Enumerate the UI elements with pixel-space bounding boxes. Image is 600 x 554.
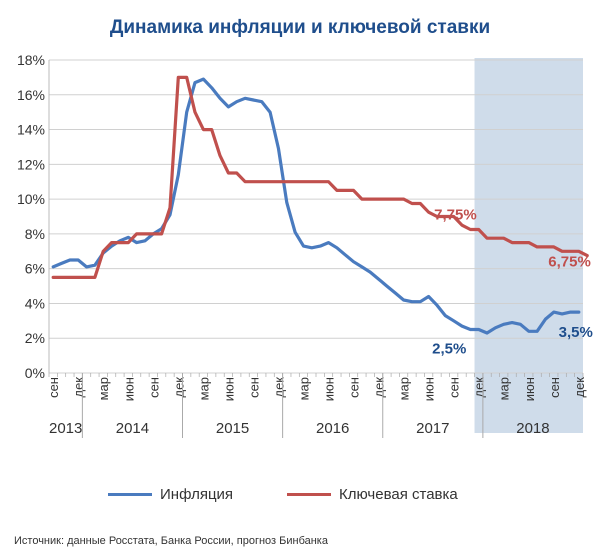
- y-tick-label: 0%: [25, 365, 45, 381]
- legend-label-inflation: Инфляция: [160, 485, 234, 503]
- x-month-label: июн: [221, 377, 236, 401]
- chart-title: Динамика инфляции и ключевой ставки: [109, 17, 491, 38]
- x-month-label: сен: [447, 377, 462, 398]
- legend-label-key-rate: Ключевая ставка: [339, 485, 458, 503]
- x-month-label: сен: [46, 377, 61, 398]
- key-rate-line: [51, 75, 589, 279]
- data-label: 2,5%: [432, 341, 466, 358]
- chart-plot: 0%2%4%6%8%10%12%14%16%18%сен дек мар июн сен…: [17, 52, 593, 438]
- x-month-label: сен: [547, 377, 562, 398]
- data-label: 6,75%: [548, 253, 591, 270]
- x-year-label: 2014: [116, 420, 149, 437]
- data-label: 3,5%: [559, 324, 593, 341]
- y-tick-label: 16%: [17, 87, 45, 103]
- legend-item-inflation: Инфляция: [108, 484, 233, 504]
- y-tick-label: 6%: [25, 261, 45, 277]
- x-month-label: сен: [146, 377, 161, 398]
- x-month-label: сен: [246, 377, 261, 398]
- x-month-label: дек: [472, 377, 487, 398]
- y-tick-label: 14%: [17, 122, 45, 138]
- x-year-label: 2015: [216, 420, 249, 437]
- x-month-label: июн: [422, 377, 437, 401]
- y-tick-label: 18%: [17, 52, 45, 68]
- x-month-label: дек: [171, 377, 186, 398]
- y-tick-label: 4%: [25, 295, 45, 311]
- x-month-label: июн: [121, 377, 136, 401]
- x-month-label: дек: [271, 377, 286, 398]
- x-year-label: 2017: [416, 420, 449, 437]
- data-label: 7,75%: [434, 207, 477, 224]
- x-month-label: мар: [397, 377, 412, 400]
- x-month-label: мар: [296, 377, 311, 400]
- x-month-label: мар: [497, 377, 512, 400]
- legend-swatch-key-rate: [287, 492, 331, 496]
- x-month-label: дек: [372, 377, 387, 398]
- x-year-label: 2013: [49, 420, 82, 437]
- y-tick-label: 2%: [25, 330, 45, 346]
- y-tick-label: 10%: [17, 191, 45, 207]
- legend-swatch-inflation: [108, 492, 152, 496]
- legend-item-key-rate: Ключевая ставка: [287, 484, 458, 504]
- x-year-label: 2018: [516, 420, 549, 437]
- x-month-label: мар: [96, 377, 111, 400]
- inflation-line: [51, 77, 581, 335]
- forecast-shading: [474, 58, 583, 433]
- x-month-label: июн: [322, 377, 337, 401]
- x-month-label: мар: [196, 377, 211, 400]
- source-note: Источник: данные Росстата, Банка России,…: [14, 535, 328, 547]
- x-month-label: дек: [71, 377, 86, 398]
- y-tick-label: 8%: [25, 226, 45, 242]
- x-month-label: сен: [347, 377, 362, 398]
- y-tick-label: 12%: [17, 156, 45, 172]
- x-month-label: июн: [522, 377, 537, 401]
- x-month-label: дек: [572, 377, 587, 398]
- x-year-label: 2016: [316, 420, 349, 437]
